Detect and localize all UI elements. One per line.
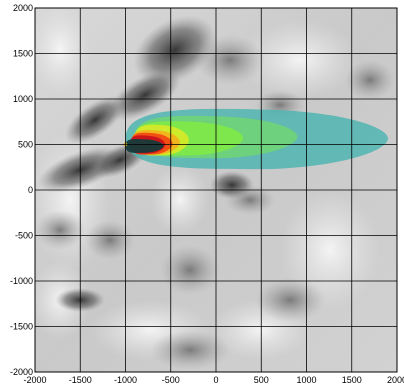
y-tick-label: 1500: [13, 49, 33, 59]
plume-contour-level-8: [125, 138, 164, 153]
y-tick-label: -500: [15, 231, 33, 241]
plot-frame: [34, 7, 398, 373]
x-tick-label: -1000: [114, 375, 137, 385]
terrain-background: [35, 8, 397, 372]
y-tick-label: -2000: [10, 367, 33, 377]
x-tick-label: 0: [213, 375, 218, 385]
x-tick-label: -500: [162, 375, 180, 385]
x-tick-label: 2000: [387, 375, 404, 385]
y-tick-label: 1000: [13, 94, 33, 104]
x-tick-label: 1000: [296, 375, 316, 385]
y-tick-label: 2000: [13, 3, 33, 13]
y-axis-ticks: 2000 1500 1000 500 0 -500 -1000 -1500 -2000: [10, 3, 33, 377]
x-tick-label: -1500: [69, 375, 92, 385]
y-tick-label: 500: [18, 140, 33, 150]
x-tick-label: 1500: [342, 375, 362, 385]
x-tick-label: 500: [254, 375, 269, 385]
x-axis-ticks: -2000 -1500 -1000 -500 0 500 1000 1500 2000: [23, 375, 404, 385]
y-tick-label: -1000: [10, 276, 33, 286]
y-tick-label: -1500: [10, 322, 33, 332]
x-tick-label: -2000: [23, 375, 46, 385]
y-tick-label: 0: [28, 185, 33, 195]
